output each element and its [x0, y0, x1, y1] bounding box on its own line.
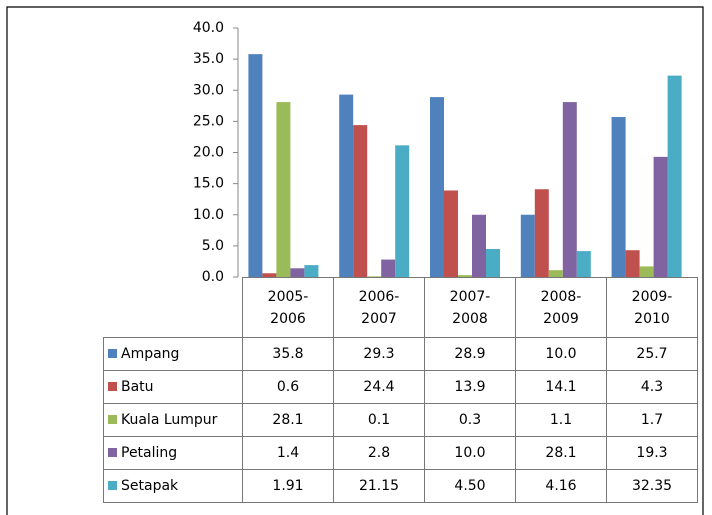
bar — [353, 125, 368, 277]
category-cell: 2007-2008 — [424, 277, 516, 338]
category-label: 2006-2007 — [358, 288, 400, 327]
bar — [520, 214, 535, 277]
value-cell: 13.9 — [424, 370, 516, 404]
bar — [430, 97, 444, 277]
legend-label: Batu — [121, 379, 154, 395]
legend-key — [108, 349, 117, 358]
category-cell: 2005-2006 — [242, 277, 334, 338]
series-row: Batu 0.6 24.4 13.9 14.1 4.3 — [103, 370, 698, 404]
bar — [625, 250, 640, 277]
header-row: 2005-2006 2006-2007 2007-2008 2008-2009 2009… — [104, 277, 698, 338]
category-label: 2007-2008 — [449, 288, 491, 327]
value-cell: 24.4 — [333, 370, 425, 404]
legend-cell: Kuala Lumpur — [103, 403, 243, 437]
bar — [339, 94, 354, 277]
series-row: Kuala Lumpur 28.1 0.1 0.3 1.1 1.7 — [103, 403, 698, 437]
bar — [304, 265, 319, 277]
bar — [444, 190, 458, 277]
legend-key — [108, 382, 117, 391]
bar — [667, 75, 682, 277]
series-row: Setapak 1.91 21.15 4.50 4.16 32.35 — [103, 469, 698, 503]
value-cell: 29.3 — [333, 337, 425, 371]
legend-cell: Petaling — [103, 436, 243, 470]
value-cell: 28.9 — [424, 337, 516, 371]
legend-key — [108, 481, 117, 490]
value-cell: 28.1 — [515, 436, 607, 470]
legend-cell: Setapak — [103, 469, 243, 503]
value-cell: 28.1 — [242, 403, 334, 437]
value-cell: 1.4 — [242, 436, 334, 470]
data-table: 2005-2006 2006-2007 2007-2008 2008-2009 2009… — [103, 277, 698, 503]
category-cell: 2008-2009 — [515, 277, 607, 338]
bar — [276, 102, 291, 277]
value-cell: 10.0 — [424, 436, 516, 470]
legend-key — [108, 415, 117, 424]
frame — [6, 6, 704, 515]
bar — [458, 275, 472, 277]
series-row: Petaling 1.4 2.8 10.0 28.1 19.3 — [103, 436, 698, 470]
bar — [611, 117, 626, 277]
bar — [381, 259, 396, 277]
bar — [395, 145, 410, 277]
legend-cell: Batu — [103, 370, 243, 404]
value-cell: 0.6 — [242, 370, 334, 404]
legend-label: Ampang — [121, 346, 180, 362]
value-cell: 32.35 — [606, 469, 698, 503]
bar — [576, 251, 591, 277]
value-cell: 2.8 — [333, 436, 425, 470]
y-tick-label: 15.0 — [193, 176, 224, 192]
bar — [534, 189, 549, 277]
value-cell: 1.91 — [242, 469, 334, 503]
value-cell: 25.7 — [606, 337, 698, 371]
value-cell: 0.3 — [424, 403, 516, 437]
bar — [262, 273, 277, 277]
y-tick-label: 35.0 — [193, 51, 224, 67]
y-tick-label: 30.0 — [193, 82, 224, 98]
y-tick-label: 0.0 — [202, 269, 224, 285]
value-cell: 21.15 — [333, 469, 425, 503]
category-label: 2009-2010 — [631, 288, 673, 327]
value-cell: 1.7 — [606, 403, 698, 437]
bar — [548, 270, 563, 277]
series-row: Ampang 35.8 29.3 28.9 10.0 25.7 — [103, 337, 698, 371]
legend-key — [108, 448, 117, 457]
value-cell: 4.16 — [515, 469, 607, 503]
y-tick-label: 5.0 — [202, 238, 224, 254]
bar — [248, 54, 263, 277]
legend-label: Kuala Lumpur — [121, 412, 218, 428]
value-cell: 35.8 — [242, 337, 334, 371]
y-tick-label: 20.0 — [193, 145, 224, 161]
bar — [562, 102, 577, 277]
category-label: 2005-2006 — [267, 288, 309, 327]
bar — [290, 268, 305, 277]
y-tick-label: 25.0 — [193, 113, 224, 129]
value-cell: 19.3 — [606, 436, 698, 470]
bar — [367, 276, 382, 277]
y-tick-label: 40.0 — [193, 20, 224, 36]
value-cell: 0.1 — [333, 403, 425, 437]
y-tick-label: 10.0 — [193, 207, 224, 223]
value-cell: 4.50 — [424, 469, 516, 503]
bar — [653, 156, 668, 277]
category-cell: 2006-2007 — [333, 277, 425, 338]
category-cell: 2009-2010 — [606, 277, 698, 338]
legend-cell: Ampang — [103, 337, 243, 371]
legend-label: Petaling — [121, 445, 178, 461]
bar — [472, 214, 486, 277]
value-cell: 10.0 — [515, 337, 607, 371]
bar — [639, 266, 654, 277]
category-label: 2008-2009 — [540, 288, 582, 327]
value-cell: 4.3 — [606, 370, 698, 404]
blank-cell — [104, 278, 243, 338]
legend-label: Setapak — [121, 478, 179, 494]
value-cell: 14.1 — [515, 370, 607, 404]
value-cell: 1.1 — [515, 403, 607, 437]
bar — [486, 248, 500, 277]
